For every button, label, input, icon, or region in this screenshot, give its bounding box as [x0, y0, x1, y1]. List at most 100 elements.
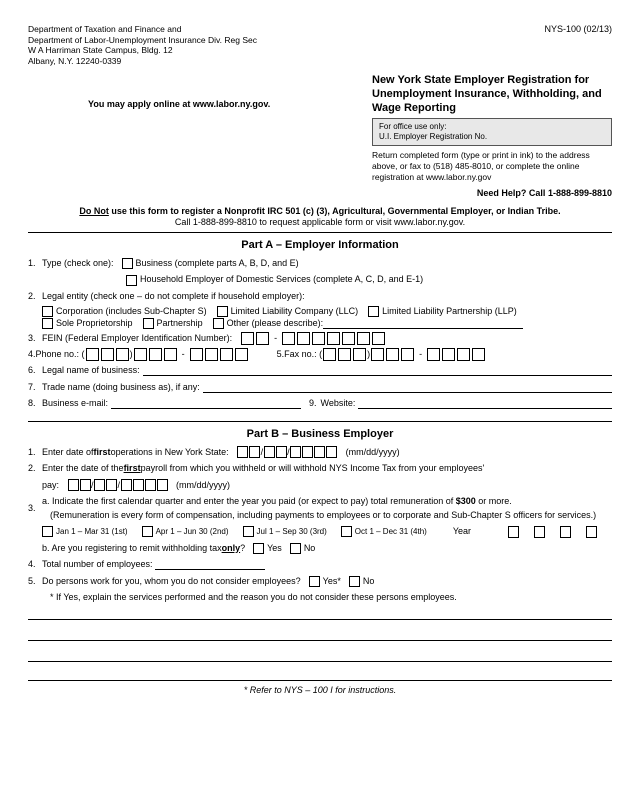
phone-box[interactable]	[164, 348, 177, 361]
q2c: Limited Liability Partnership (LLP)	[382, 306, 517, 316]
phone-box[interactable]	[86, 348, 99, 361]
date-box[interactable]	[80, 479, 91, 491]
employees-line[interactable]	[155, 560, 265, 570]
checkbox-corp[interactable]	[42, 306, 53, 317]
divider	[28, 232, 612, 233]
phone-box[interactable]	[205, 348, 218, 361]
q2d: Sole Proprietorship	[56, 318, 133, 328]
bq3b-q: ?	[240, 542, 245, 556]
explain-line[interactable]	[28, 640, 612, 641]
fein-box[interactable]	[357, 332, 370, 345]
checkbox-wh-no[interactable]	[290, 543, 301, 554]
checkbox-q4[interactable]	[341, 526, 352, 537]
date-box[interactable]	[249, 446, 260, 458]
fax-box[interactable]	[323, 348, 336, 361]
fax-box[interactable]	[386, 348, 399, 361]
q2-num: 2.	[28, 290, 42, 304]
checkbox-llp[interactable]	[368, 306, 379, 317]
q2b: Limited Liability Company (LLC)	[231, 306, 359, 316]
date-box[interactable]	[264, 446, 275, 458]
checkbox-q3[interactable]	[243, 526, 254, 537]
fax-box[interactable]	[442, 348, 455, 361]
bq1b: first	[94, 446, 111, 460]
email-line[interactable]	[111, 399, 301, 409]
date-box[interactable]	[237, 446, 248, 458]
date-box[interactable]	[68, 479, 79, 491]
checkbox-household[interactable]	[126, 275, 137, 286]
date-box[interactable]	[276, 446, 287, 458]
date-box[interactable]	[290, 446, 301, 458]
fax-box[interactable]	[472, 348, 485, 361]
date-box[interactable]	[145, 479, 156, 491]
phone-box[interactable]	[235, 348, 248, 361]
year-box[interactable]	[586, 526, 597, 538]
checkbox-business[interactable]	[122, 258, 133, 269]
date-box[interactable]	[326, 446, 337, 458]
checkbox-wh-yes[interactable]	[253, 543, 264, 554]
fax-box[interactable]	[338, 348, 351, 361]
q1-text: Type (check one):	[42, 257, 114, 271]
fax-box[interactable]	[427, 348, 440, 361]
fax-box[interactable]	[353, 348, 366, 361]
bq1-num: 1.	[28, 446, 42, 460]
date-box[interactable]	[157, 479, 168, 491]
office-use-box: For office use only: U.I. Employer Regis…	[372, 118, 612, 146]
checkbox-q2[interactable]	[142, 526, 153, 537]
date-box[interactable]	[121, 479, 132, 491]
phone-box[interactable]	[149, 348, 162, 361]
bq1suffix: (mm/dd/yyyy)	[346, 446, 400, 460]
website-line[interactable]	[358, 399, 612, 409]
fein-box[interactable]	[297, 332, 310, 345]
year-box[interactable]	[534, 526, 545, 538]
phone-box[interactable]	[220, 348, 233, 361]
bq5-num: 5.	[28, 575, 42, 589]
fein-box[interactable]	[241, 332, 254, 345]
phone-box[interactable]	[190, 348, 203, 361]
b-q2: 2. Enter the date of the first payroll f…	[28, 462, 612, 476]
fein-box[interactable]	[327, 332, 340, 345]
explain-line[interactable]	[28, 619, 612, 620]
date-box[interactable]	[314, 446, 325, 458]
dept-l3: W A Harriman State Campus, Bldg. 12	[28, 45, 257, 56]
checkbox-q5-yes[interactable]	[309, 576, 320, 587]
fax-box[interactable]	[401, 348, 414, 361]
office-l1: For office use only:	[379, 122, 605, 132]
phone-box[interactable]	[134, 348, 147, 361]
checkbox-sole[interactable]	[42, 318, 53, 329]
fein-box[interactable]	[312, 332, 325, 345]
fein-box[interactable]	[342, 332, 355, 345]
legal-name-line[interactable]	[143, 366, 612, 376]
year-box[interactable]	[508, 526, 519, 538]
bq1a: Enter date of	[42, 446, 94, 460]
explain-line[interactable]	[28, 661, 612, 662]
date-box[interactable]	[106, 479, 117, 491]
fein-box[interactable]	[282, 332, 295, 345]
fein-box[interactable]	[372, 332, 385, 345]
phone-box[interactable]	[116, 348, 129, 361]
fax-box[interactable]	[371, 348, 384, 361]
q6-text: Legal name of business:	[42, 364, 140, 378]
checkbox-llc[interactable]	[217, 306, 228, 317]
bq2b: first	[124, 463, 141, 473]
trade-name-line[interactable]	[203, 383, 612, 393]
q2f: Other (please describe):	[227, 318, 324, 328]
checkbox-q5-no[interactable]	[349, 576, 360, 587]
date-box[interactable]	[94, 479, 105, 491]
fein-box[interactable]	[256, 332, 269, 345]
phone-box[interactable]	[101, 348, 114, 361]
q1-opt-business: Business (complete parts A, B, D, and E)	[136, 257, 299, 271]
date-box[interactable]	[133, 479, 144, 491]
donot-sub: Call 1-888-899-8810 to request applicabl…	[175, 217, 465, 227]
other-describe-line[interactable]	[323, 319, 523, 329]
fax-box[interactable]	[457, 348, 470, 361]
checkbox-partnership[interactable]	[143, 318, 154, 329]
bq2-num: 2.	[28, 462, 42, 476]
form-number: NYS-100 (02/13)	[544, 24, 612, 35]
bq2a: Enter the date of the	[42, 462, 124, 476]
date-box[interactable]	[302, 446, 313, 458]
checkbox-other[interactable]	[213, 318, 224, 329]
year-box[interactable]	[560, 526, 571, 538]
q2a: Corporation (includes Sub-Chapter S)	[56, 306, 207, 316]
checkbox-q1[interactable]	[42, 526, 53, 537]
q1: 1. Type (check one): Business (complete …	[28, 257, 612, 271]
